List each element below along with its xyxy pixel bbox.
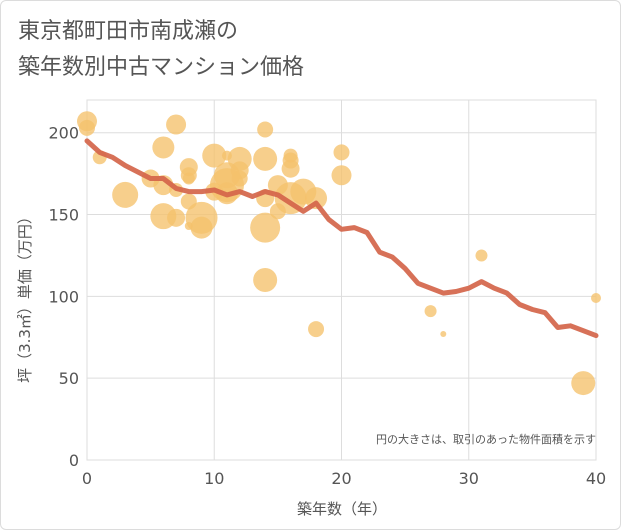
- chart-title: 東京都町田市南成瀬の 築年数別中古マンション価格: [18, 14, 304, 86]
- bubble-point: [440, 331, 447, 337]
- y-tick-label: 150: [48, 206, 79, 225]
- axes-layer: 0 10 20 30 40 0 50 100 150 200: [48, 124, 606, 488]
- bubble-layer: [77, 111, 601, 396]
- x-tick-label: 0: [82, 469, 92, 488]
- chart-title-line-2: 築年数別中古マンション価格: [18, 55, 305, 80]
- bubble-point: [166, 114, 187, 135]
- bubble-point: [250, 212, 281, 243]
- y-tick-label: 100: [48, 287, 79, 306]
- x-tick-label: 30: [459, 469, 479, 488]
- y-tick-label: 200: [48, 124, 79, 143]
- bubble-point: [253, 268, 278, 292]
- bubble-point: [571, 371, 596, 396]
- trend-line: [84, 138, 599, 339]
- bubble-point: [424, 305, 437, 318]
- x-tick-label: 20: [331, 469, 351, 488]
- bubble-point: [152, 136, 175, 159]
- bubble-point: [305, 187, 328, 210]
- size-note: 円の大きさは、取引のあった物件面積を示す: [376, 432, 596, 446]
- y-axis-label: 坪（3.3㎡）単価（万円）: [16, 209, 34, 383]
- bubble-point: [253, 146, 278, 171]
- bubble-point: [79, 119, 95, 136]
- bubble-point: [331, 165, 352, 186]
- trend-line-layer: [84, 138, 599, 339]
- x-tick-label: 10: [204, 469, 224, 488]
- chart-title-line-1: 東京都町田市南成瀬の: [18, 19, 239, 44]
- bubble-point: [202, 143, 227, 168]
- bubble-point: [167, 208, 186, 227]
- y-tick-label: 0: [69, 451, 79, 470]
- bubble-point: [333, 144, 350, 161]
- bubble-point: [308, 321, 325, 338]
- bubble-point: [591, 293, 601, 303]
- x-tick-label: 40: [586, 469, 606, 488]
- bubble-point: [475, 249, 488, 262]
- bubble-point: [281, 159, 300, 178]
- bubble-point: [190, 216, 213, 239]
- bubble-point: [231, 170, 248, 187]
- bubble-point: [257, 121, 274, 138]
- x-axis-label: 築年数（年）: [297, 500, 387, 518]
- bubble-point: [182, 172, 195, 185]
- bubble-point: [112, 181, 139, 208]
- y-tick-label: 50: [59, 369, 79, 388]
